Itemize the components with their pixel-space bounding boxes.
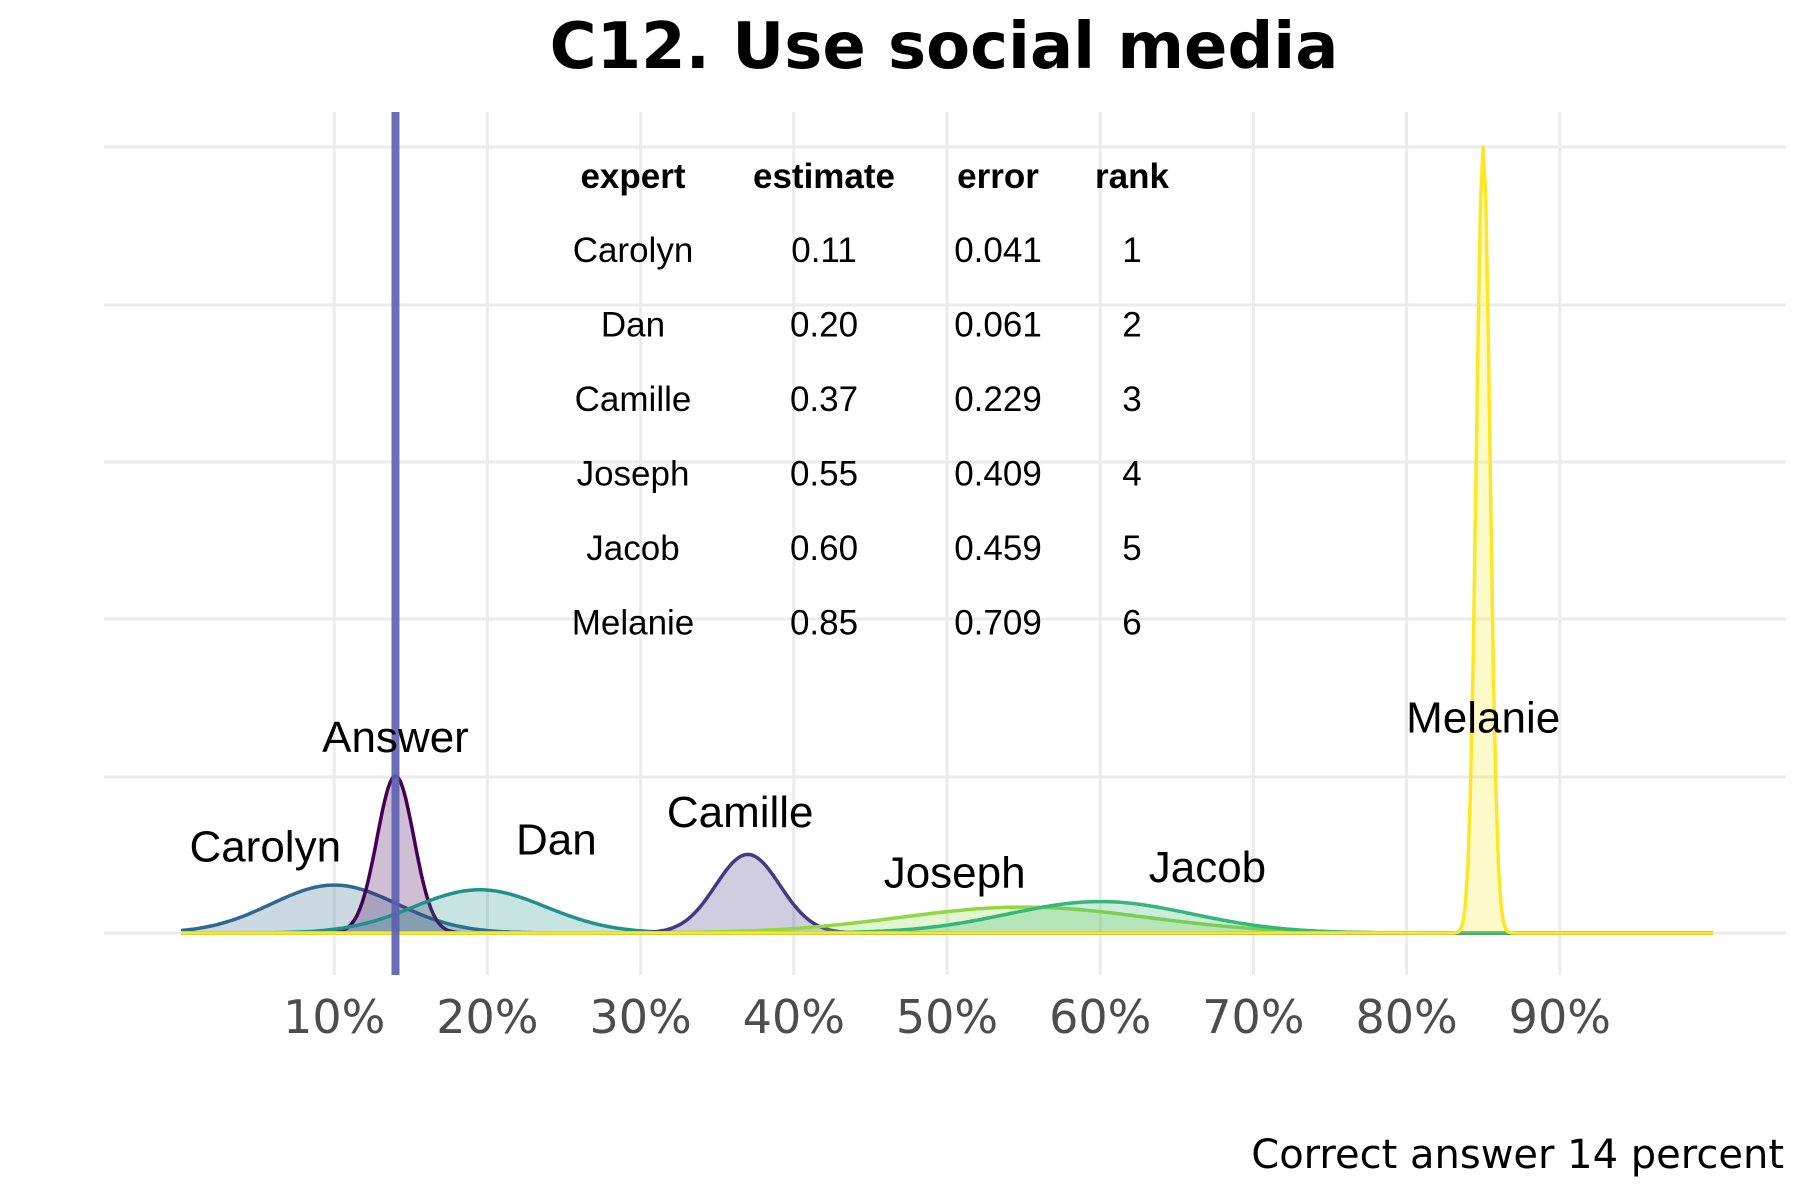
x-tick-label: 40% (743, 990, 845, 1044)
summary-table: expert estimate error rank Carolyn 0.11 0.041 1… (572, 157, 1170, 643)
density-line-melanie (181, 145, 1713, 935)
x-tick-label: 20% (436, 990, 538, 1044)
table-cell-expert: Melanie (572, 604, 695, 643)
table-cell-error: 0.061 (954, 306, 1042, 345)
grid-layer (104, 112, 1786, 975)
series-label-dan: Dan (516, 815, 597, 864)
table-header-error: error (957, 157, 1039, 196)
series-label-layer: Carolyn Answer Dan Camille Joseph Jacob Melani… (189, 694, 1560, 898)
table-cell-rank: 1 (1122, 231, 1141, 270)
series-label-melanie: Melanie (1406, 694, 1560, 743)
density-layer (180, 145, 1713, 935)
series-label-answer: Answer (322, 713, 469, 762)
table-cell-error: 0.229 (954, 380, 1042, 419)
series-label-joseph: Joseph (884, 848, 1026, 897)
table-cell-rank: 6 (1122, 604, 1141, 643)
table-cell-error: 0.409 (954, 455, 1042, 494)
table-cell-estimate: 0.85 (790, 604, 858, 643)
chart-title: C12. Use social media (550, 10, 1339, 84)
series-label-camille: Camille (667, 788, 814, 837)
table-cell-rank: 3 (1122, 380, 1141, 419)
table-cell-error: 0.709 (954, 604, 1042, 643)
series-label-jacob: Jacob (1149, 843, 1266, 892)
x-tick-label: 70% (1202, 990, 1304, 1044)
density-area-joseph (181, 907, 1713, 933)
table-cell-expert: Joseph (577, 455, 690, 494)
x-tick-label: 90% (1509, 990, 1611, 1044)
table-header-estimate: estimate (753, 157, 895, 196)
table-cell-estimate: 0.20 (790, 306, 858, 345)
table-cell-expert: Carolyn (573, 231, 694, 270)
x-axis-ticks: 10% 20% 30% 40% 50% 60% 70% 80% 90% (283, 990, 1611, 1044)
table-cell-rank: 5 (1122, 529, 1141, 568)
x-tick-label: 30% (589, 990, 691, 1044)
x-tick-label: 60% (1049, 990, 1151, 1044)
table-cell-error: 0.459 (954, 529, 1042, 568)
table-cell-expert: Jacob (586, 529, 679, 568)
table-cell-expert: Camille (575, 380, 692, 419)
table-cell-estimate: 0.11 (791, 231, 857, 270)
table-header-rank: rank (1095, 157, 1169, 196)
table-cell-rank: 2 (1122, 306, 1141, 345)
x-tick-label: 10% (283, 990, 385, 1044)
x-tick-label: 50% (896, 990, 998, 1044)
table-cell-rank: 4 (1122, 455, 1141, 494)
table-header-expert: expert (580, 157, 685, 196)
density-area-dan (181, 889, 1713, 933)
table-cell-expert: Dan (601, 306, 665, 345)
series-label-carolyn: Carolyn (189, 822, 341, 871)
table-cell-estimate: 0.55 (790, 455, 858, 494)
chart-caption: Correct answer 14 percent (1251, 1132, 1784, 1178)
table-cell-estimate: 0.37 (790, 380, 858, 419)
table-cell-estimate: 0.60 (790, 529, 858, 568)
table-cell-error: 0.041 (954, 231, 1042, 270)
x-tick-label: 80% (1355, 990, 1457, 1044)
